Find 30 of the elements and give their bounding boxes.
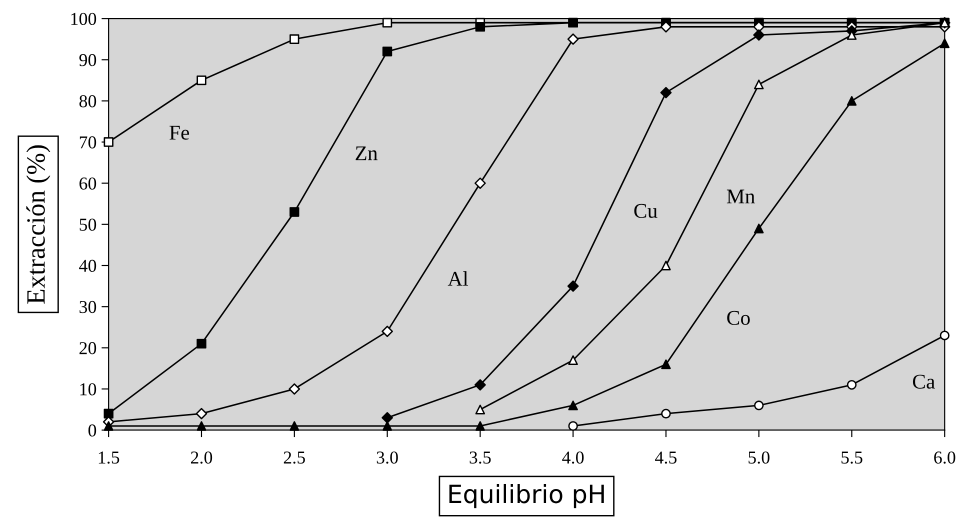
y-tick-label: 50 — [80, 218, 96, 231]
y-tick-label: 70 — [80, 136, 96, 148]
series-label: Al — [448, 271, 468, 286]
x-tick-label: 4.5 — [655, 452, 677, 464]
series-label: Cu — [634, 204, 658, 218]
y-axis-title: Extracción (%) — [26, 145, 50, 304]
x-tick-label: 2.5 — [284, 452, 305, 464]
x-axis-title: Equilibrio pH — [449, 484, 604, 508]
y-tick-label: 100 — [71, 12, 96, 26]
y-tick-label: 0 — [88, 424, 96, 437]
y-tick-label: 40 — [79, 260, 96, 272]
series-label: Fe — [170, 126, 190, 140]
y-tick-label: 60 — [80, 177, 96, 190]
x-tick-label: 5.0 — [748, 451, 770, 464]
series-label: Mn — [726, 190, 755, 204]
x-tick-label: 3.5 — [470, 452, 491, 464]
x-tick-label: 4.0 — [562, 451, 584, 464]
x-tick-label: 5.5 — [842, 452, 862, 464]
y-tick-label: 30 — [80, 300, 96, 314]
y-tick-label: 10 — [80, 383, 96, 396]
series-label: Ca — [912, 374, 935, 389]
x-tick-label: 6.0 — [934, 451, 956, 464]
series-label: Co — [727, 310, 750, 325]
y-tick-label: 20 — [80, 342, 96, 354]
x-tick-label: 1.5 — [98, 452, 120, 464]
x-tick-label: 2.0 — [191, 451, 212, 464]
y-tick-label: 80 — [79, 95, 96, 108]
y-tick-label: 90 — [79, 54, 96, 66]
x-tick-label: 3.0 — [376, 451, 398, 464]
series-label: Zn — [356, 146, 378, 160]
